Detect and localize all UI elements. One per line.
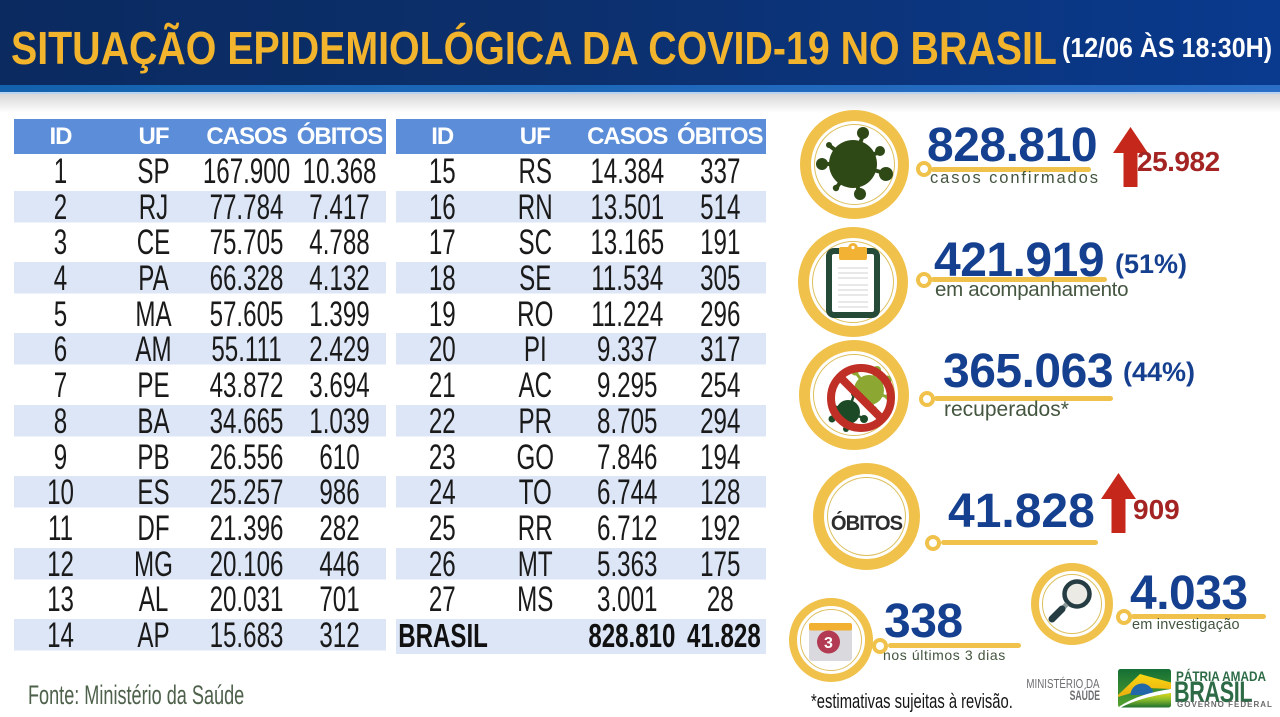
svg-text:3: 3: [824, 635, 833, 652]
